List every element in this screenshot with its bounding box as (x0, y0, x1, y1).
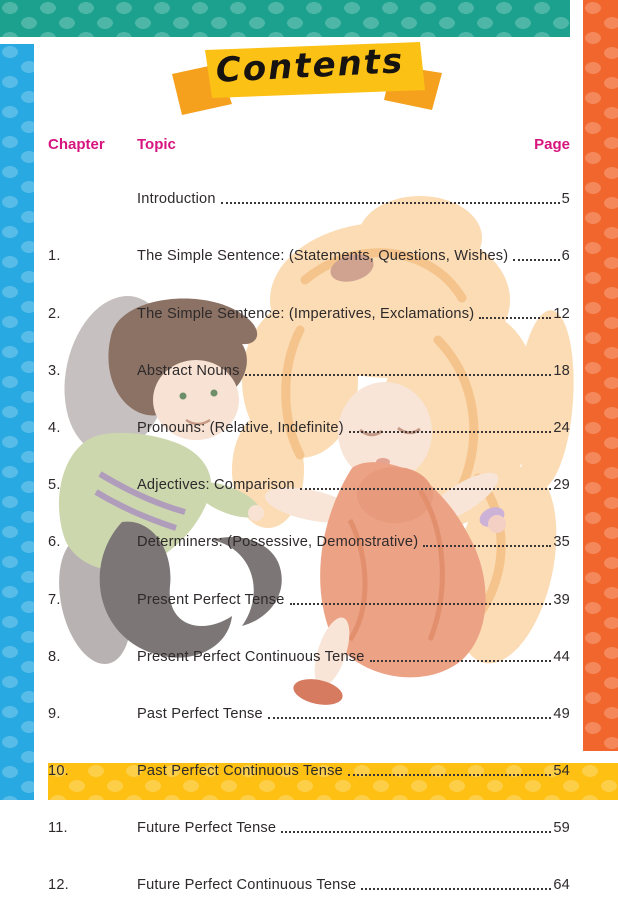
topic-label: Past Perfect Continuous Tense (137, 763, 343, 780)
dotted-leader (289, 602, 552, 605)
topic-label: Past Perfect Tense (137, 705, 263, 722)
chapter-column-header: Chapter (48, 136, 105, 153)
page-number: 49 (553, 705, 570, 722)
topic-label: Determiners: (Possessive, Demonstrative) (137, 534, 419, 551)
topic-label: Future Perfect Continuous Tense (137, 877, 357, 894)
topic-label: Future Perfect Tense (137, 820, 277, 837)
border-band-left (0, 44, 34, 800)
contents-banner: Contents (170, 40, 450, 122)
topic-label: The Simple Sentence: (Imperatives, Excla… (137, 305, 475, 322)
chapter-number: 7. (48, 591, 61, 608)
toc-row: 11. Future Perfect Tense 59 (48, 790, 570, 847)
toc-rows: Introduction 5 1. The Simple Sentence: (… (48, 161, 570, 904)
chapter-number: 5. (48, 477, 61, 494)
border-band-bottom (48, 763, 618, 800)
toc-row: 7. Present Perfect Tense 39 (48, 561, 570, 618)
border-band-right (583, 0, 618, 751)
chapter-number: 1. (48, 248, 61, 265)
topic-column-header: Topic (137, 136, 176, 153)
toc-row: 12. Future Perfect Continuous Tense 64 (48, 847, 570, 904)
page-number: 39 (553, 591, 570, 608)
dotted-leader (369, 659, 552, 662)
ribbon-main-band (205, 42, 425, 98)
toc-row: 3. Abstract Nouns 18 (48, 333, 570, 390)
chapter-number: 11. (48, 820, 68, 837)
dotted-leader (423, 545, 552, 548)
chapter-number: 10. (48, 763, 69, 780)
page-number: 64 (553, 877, 570, 894)
topic-label: Adjectives: Comparison (137, 477, 295, 494)
page-number: 35 (553, 534, 570, 551)
dotted-leader (299, 488, 552, 491)
page-number: 54 (553, 763, 570, 780)
topic-label: Present Perfect Tense (137, 591, 285, 608)
dotted-leader (244, 373, 552, 376)
toc-row: 1. The Simple Sentence: (Statements, Que… (48, 218, 570, 275)
dotted-leader (361, 888, 552, 891)
chapter-number: 4. (48, 419, 61, 436)
chapter-number: 6. (48, 534, 61, 551)
toc-row: Introduction 5 (48, 161, 570, 218)
toc-row: 8. Present Perfect Continuous Tense 44 (48, 619, 570, 676)
page-number: 6 (561, 248, 570, 265)
dotted-leader (347, 774, 552, 777)
topic-label: Abstract Nouns (137, 362, 240, 379)
toc-row: 2. The Simple Sentence: (Imperatives, Ex… (48, 275, 570, 332)
toc-row: 5. Adjectives: Comparison 29 (48, 447, 570, 504)
page-number: 5 (561, 191, 570, 208)
page-number: 24 (553, 419, 570, 436)
dotted-leader (220, 202, 560, 205)
toc-row: 10. Past Perfect Continuous Tense 54 (48, 733, 570, 790)
page-number: 59 (553, 820, 570, 837)
page-number: 44 (553, 648, 570, 665)
dotted-leader (479, 316, 552, 319)
page-number: 29 (553, 477, 570, 494)
chapter-number: 8. (48, 648, 61, 665)
topic-label: Pronouns: (Relative, Indefinite) (137, 419, 344, 436)
chapter-number: 2. (48, 305, 61, 322)
dotted-leader (513, 259, 560, 262)
page-column-header: Page (534, 136, 570, 153)
chapter-number: 3. (48, 362, 61, 379)
toc-row: 6. Determiners: (Possessive, Demonstrati… (48, 504, 570, 561)
border-band-top (0, 0, 570, 37)
toc-row: 9. Past Perfect Tense 49 (48, 676, 570, 733)
page-number: 18 (553, 362, 570, 379)
chapter-number: 12. (48, 877, 69, 894)
topic-label: The Simple Sentence: (Statements, Questi… (137, 248, 509, 265)
dotted-leader (348, 430, 552, 433)
topic-label: Introduction (137, 191, 216, 208)
topic-label: Present Perfect Continuous Tense (137, 648, 365, 665)
chapter-number: 9. (48, 705, 61, 722)
page-number: 12 (553, 305, 570, 322)
dotted-leader (267, 716, 552, 719)
dotted-leader (281, 831, 552, 834)
toc-header: Chapter Topic Page (48, 136, 570, 153)
toc-row: 4. Pronouns: (Relative, Indefinite) 24 (48, 390, 570, 447)
